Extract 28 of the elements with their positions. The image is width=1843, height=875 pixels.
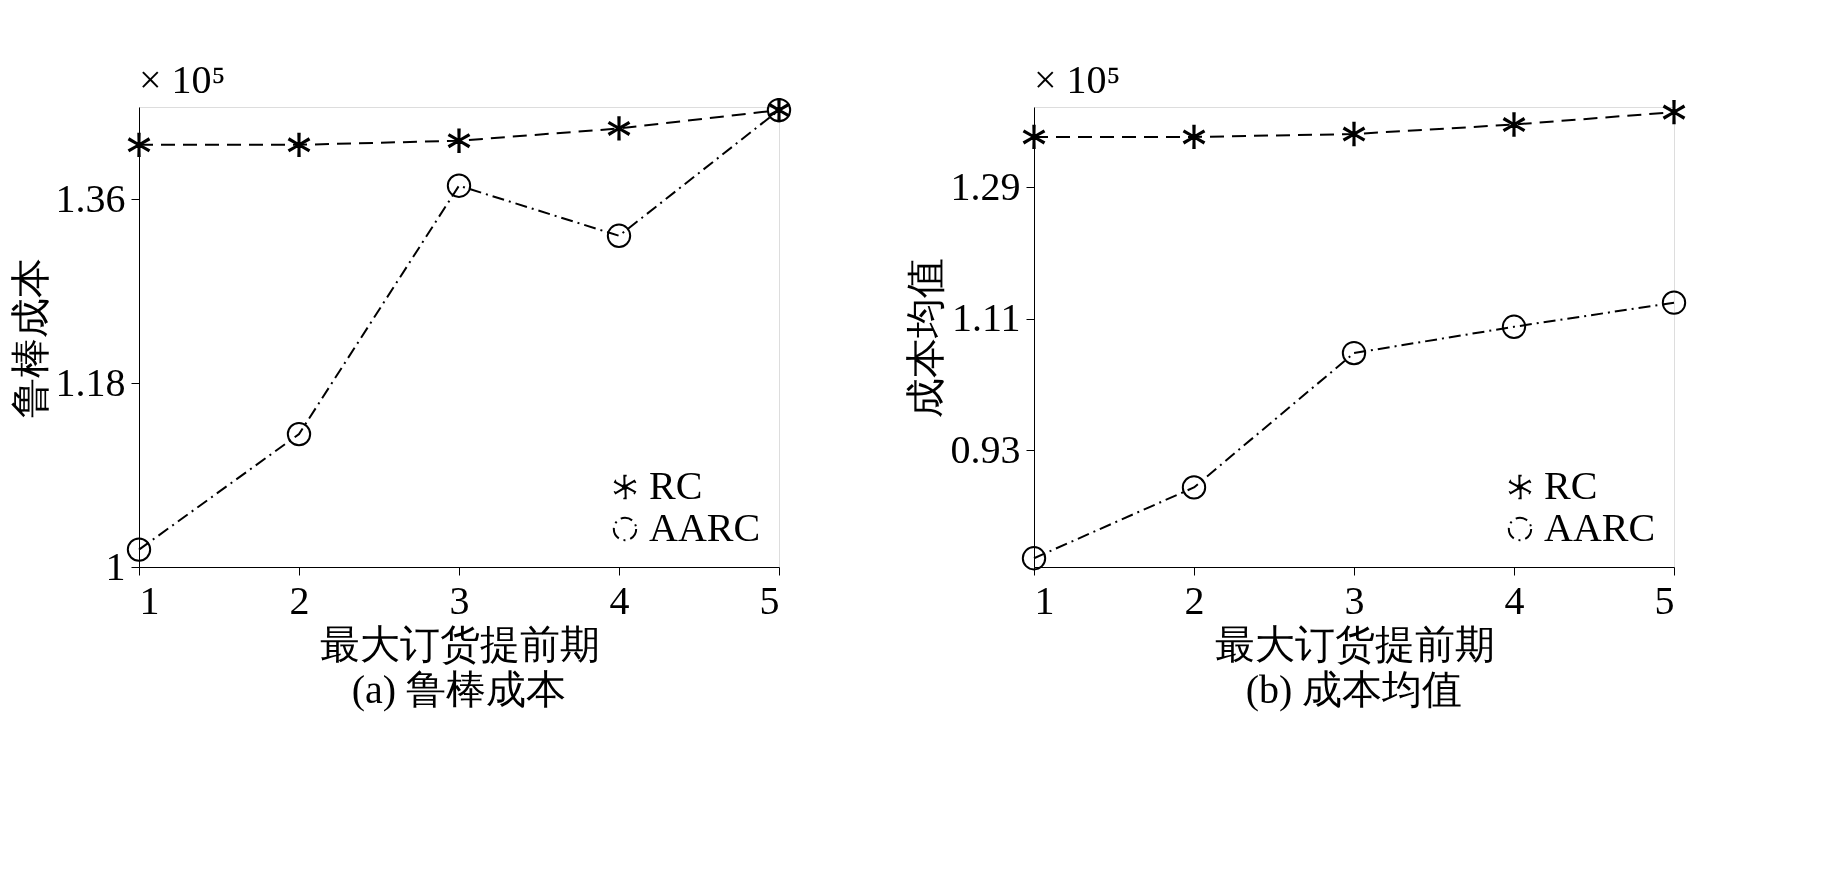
y-tick-label: 1.11 bbox=[951, 295, 1021, 341]
x-tick-label: 3 bbox=[1344, 577, 1365, 623]
x-tick-label: 5 bbox=[759, 577, 780, 623]
y-tick-label: 1.18 bbox=[55, 359, 126, 405]
x-tick-label: 1 bbox=[139, 577, 160, 623]
y-axis-title: 成本均值 bbox=[902, 257, 948, 418]
x-tick-label: 4 bbox=[609, 577, 630, 623]
x-tick-label: 3 bbox=[449, 577, 470, 623]
x-axis-title: 最大订货提前期 bbox=[1214, 621, 1495, 667]
text: × 10⁵ bbox=[1034, 57, 1121, 102]
y-tick-label: 1.29 bbox=[950, 163, 1021, 209]
legend-label: RC bbox=[649, 463, 703, 508]
text: (a) 鲁棒成本 bbox=[351, 667, 567, 712]
y-axis-title: 鲁棒成本 bbox=[7, 257, 53, 418]
x-tick-label: 2 bbox=[1184, 577, 1205, 623]
y-tick-label: 1 bbox=[105, 543, 126, 589]
x-tick-label: 1 bbox=[1034, 577, 1055, 623]
text: × 10⁵ bbox=[139, 57, 226, 102]
x-tick-label: 4 bbox=[1504, 577, 1525, 623]
x-axis-title: 最大订货提前期 bbox=[319, 621, 600, 667]
x-tick-label: 5 bbox=[1654, 577, 1675, 623]
legend-label: AARC bbox=[1544, 505, 1656, 550]
text: (b) 成本均值 bbox=[1245, 667, 1463, 712]
y-tick-label: 0.93 bbox=[950, 426, 1021, 472]
legend-label: RC bbox=[1544, 463, 1598, 508]
x-tick-label: 2 bbox=[289, 577, 310, 623]
y-tick-label: 1.36 bbox=[55, 175, 126, 221]
legend-label: AARC bbox=[649, 505, 761, 550]
